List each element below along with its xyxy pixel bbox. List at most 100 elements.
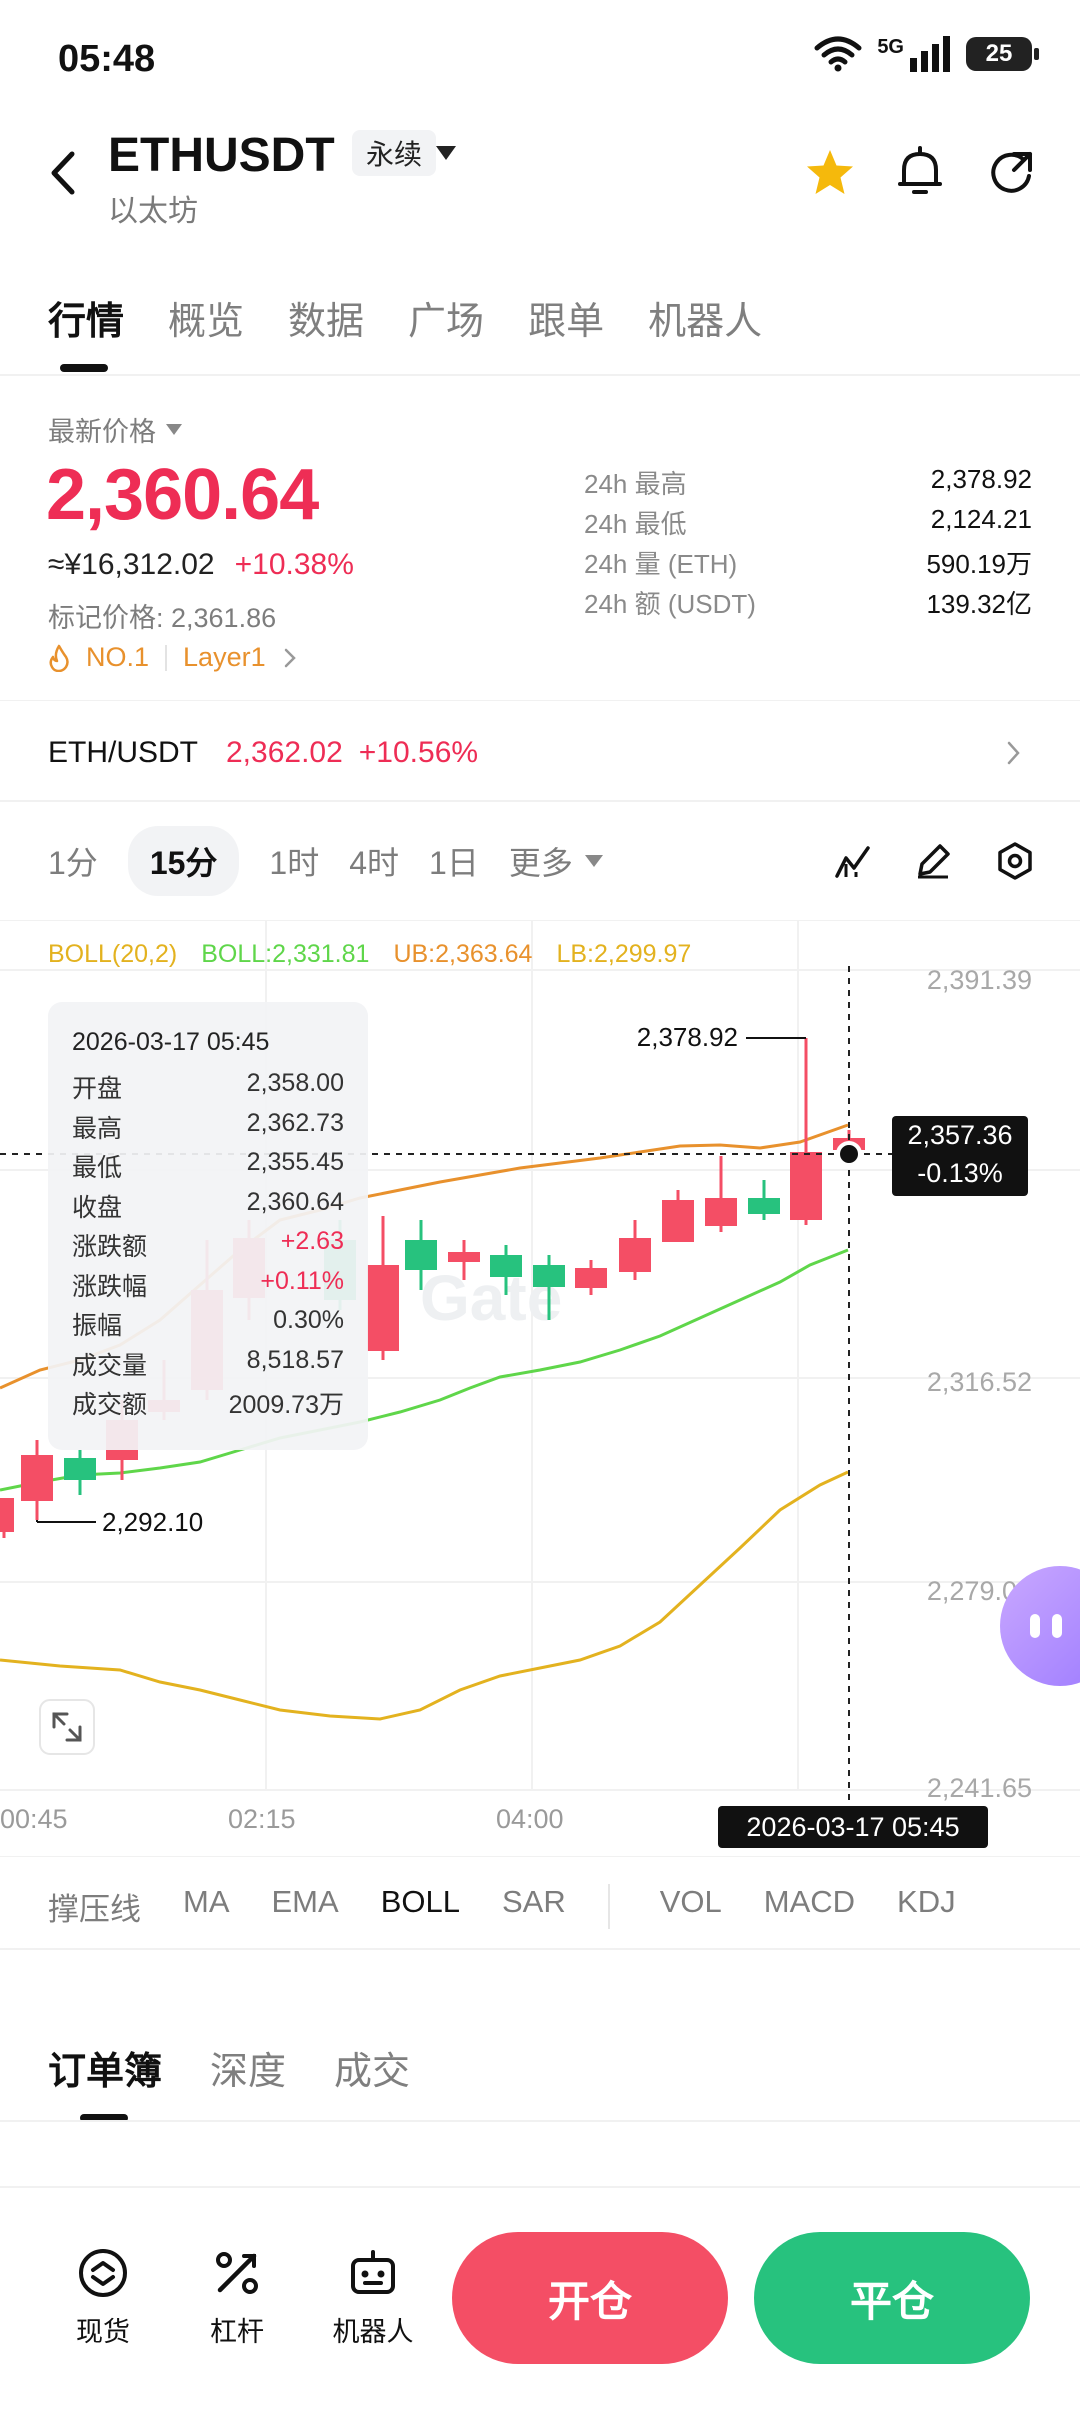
- boll-param: BOLL(20,2): [48, 940, 178, 968]
- tooltip-row-high: 最高 2,362.73: [72, 1109, 344, 1149]
- tf-1d[interactable]: 1日: [429, 845, 479, 881]
- ind-macd[interactable]: MACD: [763, 1884, 856, 1919]
- divider: [0, 1856, 1080, 1857]
- flame-icon: [49, 644, 69, 672]
- nav-leverage[interactable]: 杠杆: [182, 2246, 292, 2349]
- pair-name: ETH/USDT: [48, 736, 198, 769]
- divider: [0, 920, 1080, 921]
- bell-icon[interactable]: [896, 146, 944, 198]
- tt-value: +2.63: [280, 1227, 344, 1255]
- boll-lb-line: [0, 1470, 849, 1721]
- tt-value: 2009.73万: [228, 1391, 344, 1419]
- tf-more[interactable]: 更多: [509, 838, 603, 884]
- settings-icon[interactable]: [996, 842, 1034, 880]
- assistant-eye-icon: [1052, 1614, 1062, 1638]
- tf-15m[interactable]: 15分: [127, 826, 240, 896]
- high-marker: 2,378.92: [637, 1022, 738, 1052]
- nav-leverage-label: 杠杆: [210, 2317, 264, 2347]
- nav-robot-label: 机器人: [332, 2317, 414, 2347]
- y-axis-label: 2,241.65: [927, 1773, 1032, 1803]
- close-position-button[interactable]: 平仓: [754, 2232, 1030, 2364]
- nav-robot[interactable]: 机器人: [318, 2246, 428, 2349]
- orderbook-tab-indicator: [80, 2114, 128, 2122]
- boll-lb-value: LB:2,299.97: [556, 940, 692, 968]
- boll-mid-value: BOLL:2,331.81: [201, 940, 370, 968]
- indicator-chart-icon[interactable]: [834, 844, 872, 880]
- boll-ub-value: UB:2,363.64: [393, 940, 533, 968]
- draw-pencil-icon[interactable]: [914, 842, 952, 880]
- tab-orderbook[interactable]: 订单簿: [48, 2051, 163, 2093]
- cny-row: ≈¥16,312.02 +10.38%: [48, 548, 354, 582]
- tt-key: 最高: [72, 1114, 123, 1143]
- tab-trades[interactable]: 成交: [334, 2051, 411, 2093]
- tt-key: 成交量: [72, 1351, 148, 1380]
- tooltip-row-change: 涨跌额 +2.63: [72, 1227, 344, 1267]
- contract-type-badge[interactable]: 永续: [352, 130, 437, 176]
- boll-ub-line: [0, 1248, 849, 1492]
- cny-price: ≈¥16,312.02: [48, 548, 215, 581]
- ind-sar[interactable]: SAR: [501, 1884, 566, 1919]
- tf-1m[interactable]: 1分: [48, 845, 98, 881]
- tt-value: 2,362.73: [246, 1108, 344, 1137]
- rank-tag: NO.1: [86, 642, 150, 672]
- tt-key: 成交额: [72, 1391, 148, 1419]
- tab-market[interactable]: 行情: [48, 301, 125, 343]
- crosshair-dot: [836, 1141, 862, 1167]
- signal-icon: [910, 36, 950, 72]
- ind-vol[interactable]: VOL: [659, 1884, 722, 1919]
- tab-copy-trading[interactable]: 跟单: [528, 301, 605, 343]
- x-axis-label: 04:00: [496, 1804, 564, 1834]
- tt-key: 最低: [72, 1154, 123, 1182]
- tt-value: 0.30%: [273, 1306, 344, 1334]
- network-label: 5G: [877, 36, 904, 58]
- symbol-title[interactable]: ETHUSDT: [108, 129, 335, 182]
- chevron-right-icon[interactable]: [1004, 738, 1024, 768]
- status-icons: 5G 25: [813, 36, 1039, 72]
- y-axis-label: 2,316.52: [927, 1367, 1032, 1397]
- stat-value: 2,124.21: [930, 504, 1032, 534]
- tooltip-row-change-pct: 涨跌幅 +0.11%: [72, 1267, 344, 1307]
- tooltip-row-low: 最低 2,355.45: [72, 1148, 344, 1188]
- fullscreen-button[interactable]: [39, 1699, 95, 1755]
- tag-divider: [165, 644, 168, 671]
- tab-square[interactable]: 广场: [408, 301, 485, 343]
- contract-caret-icon[interactable]: [436, 146, 456, 160]
- stat-low: 24h 最低 2,124.21: [584, 504, 1032, 541]
- tf-4h[interactable]: 4时: [349, 845, 400, 881]
- stat-key: 24h 最高: [584, 469, 687, 499]
- ind-support[interactable]: 撑压线: [48, 1892, 141, 1927]
- tag-row[interactable]: NO.1 Layer1: [48, 642, 298, 673]
- tab-overview[interactable]: 概览: [168, 301, 245, 343]
- stat-value: 590.19万: [926, 549, 1032, 579]
- open-position-button[interactable]: 开仓: [452, 2232, 728, 2364]
- tab-data[interactable]: 数据: [288, 301, 365, 343]
- divider: [0, 374, 1080, 376]
- status-time: 05:48: [58, 38, 156, 80]
- ind-ma[interactable]: MA: [183, 1884, 230, 1919]
- tab-depth[interactable]: 深度: [210, 2051, 287, 2093]
- x-axis-label: 00:45: [0, 1804, 68, 1834]
- ind-separator: [607, 1884, 618, 1929]
- share-icon[interactable]: [986, 148, 1036, 198]
- symbol-name: 以太坊: [108, 195, 198, 228]
- tab-bot[interactable]: 机器人: [648, 301, 763, 343]
- assistant-eye-icon: [1030, 1614, 1040, 1638]
- ind-ema[interactable]: EMA: [271, 1884, 339, 1919]
- tt-value: 2,360.64: [246, 1187, 344, 1216]
- price-type-selector[interactable]: 最新价格: [48, 410, 182, 449]
- tf-1h[interactable]: 1时: [269, 845, 320, 881]
- spot-pair-row[interactable]: ETH/USDT 2,362.02 +10.56%: [48, 736, 478, 770]
- ind-boll[interactable]: BOLL: [380, 1884, 460, 1919]
- tooltip-row-open: 开盘 2,358.00: [72, 1069, 344, 1109]
- tt-key: 振幅: [72, 1312, 123, 1340]
- chevron-down-icon: [166, 424, 182, 435]
- nav-spot[interactable]: 现货: [48, 2246, 158, 2349]
- mark-price: 标记价格: 2,361.86: [48, 603, 277, 633]
- crosshair-date-tag: 2026-03-17 05:45: [718, 1806, 988, 1848]
- back-arrow-icon[interactable]: [46, 148, 80, 198]
- divider: [0, 1948, 1080, 1950]
- star-icon[interactable]: [804, 148, 856, 198]
- ind-kdj[interactable]: KDJ: [897, 1884, 956, 1919]
- chevron-down-icon: [584, 855, 603, 867]
- chevron-right-icon: [284, 648, 296, 667]
